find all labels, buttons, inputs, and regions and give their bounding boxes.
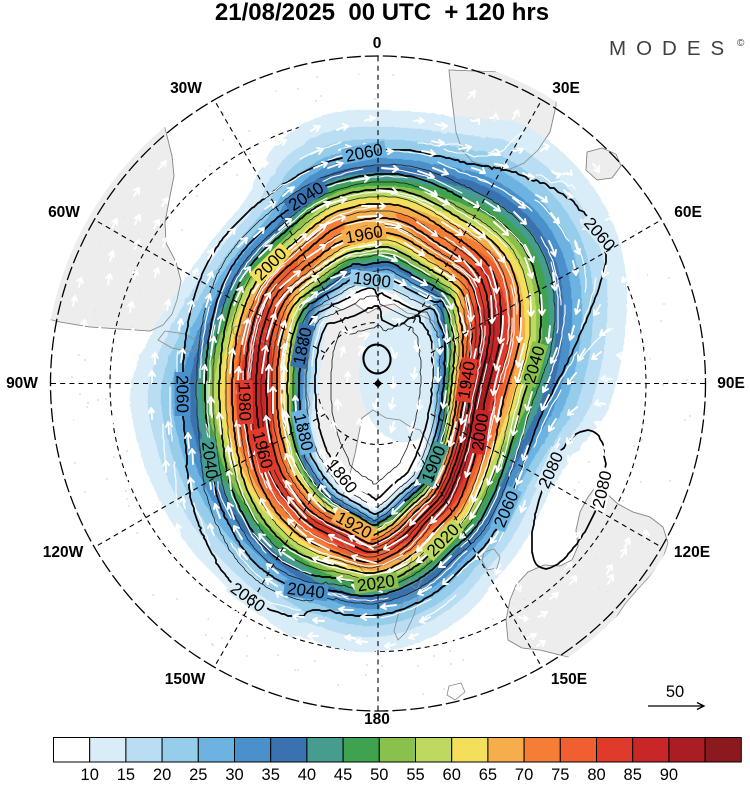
svg-text:2040: 2040 <box>286 579 326 603</box>
svg-text:85: 85 <box>624 766 642 782</box>
svg-text:90E: 90E <box>717 375 745 392</box>
svg-text:25: 25 <box>189 766 207 782</box>
svg-text:180: 180 <box>364 711 390 728</box>
svg-text:90W: 90W <box>6 375 38 392</box>
svg-text:©: © <box>737 38 745 49</box>
svg-text:35: 35 <box>262 766 280 782</box>
svg-text:MODES: MODES <box>609 37 734 60</box>
svg-text:120W: 120W <box>43 544 84 561</box>
svg-text:65: 65 <box>479 766 497 782</box>
svg-text:50: 50 <box>666 683 684 701</box>
svg-text:80: 80 <box>587 766 605 782</box>
svg-text:30E: 30E <box>552 80 580 97</box>
svg-text:21/08/2025 00 UTC + 120 hrs: 21/08/2025 00 UTC + 120 hrs <box>215 0 549 26</box>
svg-text:0: 0 <box>373 35 382 52</box>
svg-text:2060: 2060 <box>173 375 192 413</box>
svg-text:15: 15 <box>117 766 135 782</box>
svg-text:60: 60 <box>443 766 461 782</box>
svg-text:1980: 1980 <box>234 383 254 421</box>
svg-text:1900: 1900 <box>352 268 392 291</box>
svg-text:120E: 120E <box>674 544 710 561</box>
svg-text:2040: 2040 <box>198 440 222 480</box>
svg-text:150E: 150E <box>551 671 587 688</box>
svg-text:50: 50 <box>370 766 388 782</box>
svg-text:60W: 60W <box>48 204 80 221</box>
svg-text:30W: 30W <box>170 80 202 97</box>
svg-text:70: 70 <box>515 766 533 782</box>
svg-text:90: 90 <box>660 766 678 782</box>
svg-text:20: 20 <box>153 766 171 782</box>
svg-text:45: 45 <box>334 766 352 782</box>
svg-text:40: 40 <box>298 766 316 782</box>
svg-text:75: 75 <box>551 766 569 782</box>
svg-text:60E: 60E <box>674 204 702 221</box>
svg-text:10: 10 <box>81 766 99 782</box>
svg-text:150W: 150W <box>165 671 206 688</box>
svg-text:30: 30 <box>225 766 243 782</box>
svg-text:55: 55 <box>406 766 424 782</box>
